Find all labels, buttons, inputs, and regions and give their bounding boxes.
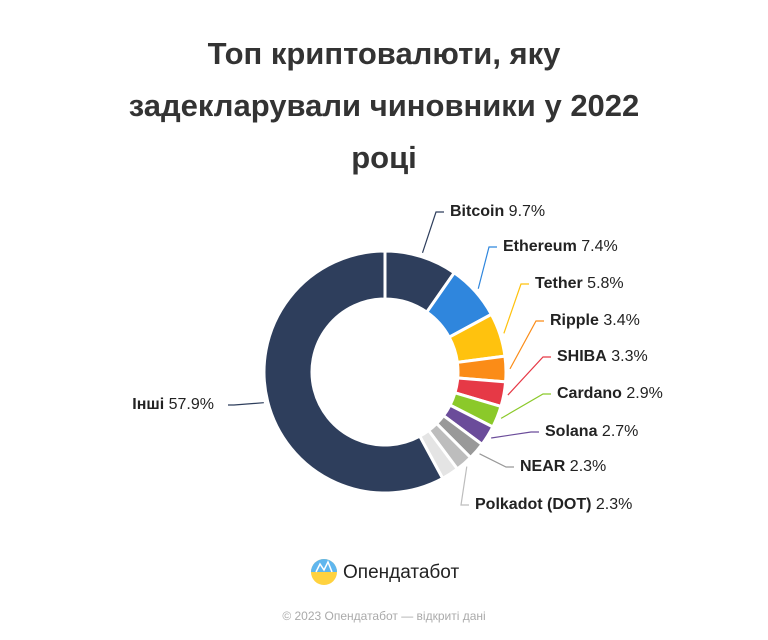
category-name: Solana <box>545 423 598 440</box>
slice-label: Polkadot (DOT) 2.3% <box>475 496 632 513</box>
slice-label: NEAR 2.3% <box>520 458 606 475</box>
leader-line <box>460 466 469 506</box>
category-name: Bitcoin <box>450 203 504 220</box>
value-label: 5.8% <box>587 275 623 292</box>
leader-line <box>491 431 539 439</box>
category-name: SHIBA <box>557 348 607 365</box>
slice-label: Solana 2.7% <box>545 423 638 440</box>
value-label: 57.9% <box>169 396 214 413</box>
slice-label: Tether 5.8% <box>535 275 624 292</box>
leader-line <box>509 320 544 370</box>
slice-label: Ripple 3.4% <box>550 312 640 329</box>
leader-line <box>421 211 444 253</box>
category-name: Cardano <box>557 385 622 402</box>
leader-line <box>500 393 551 419</box>
category-name: Tether <box>535 275 583 292</box>
leader-line <box>479 453 514 468</box>
brand-name: Опендатабот <box>343 562 459 583</box>
footer: © 2023 Опендатабот — відкриті дані <box>282 609 485 623</box>
chart-title: Топ криптовалюти, яку задекларували чино… <box>128 36 640 175</box>
leader-line <box>228 402 264 406</box>
value-label: 2.7% <box>602 423 638 440</box>
leader-line <box>477 246 497 289</box>
leader-line <box>507 356 551 396</box>
value-label: 3.4% <box>603 312 639 329</box>
brand-logo <box>311 559 337 585</box>
value-label: 3.3% <box>611 348 647 365</box>
slice-label: Ethereum 7.4% <box>503 238 618 255</box>
slice-label: SHIBA 3.3% <box>557 348 648 365</box>
slice-label: Інші 57.9% <box>132 396 214 413</box>
donut-slice <box>262 249 445 495</box>
slice-label: Bitcoin 9.7% <box>450 203 545 220</box>
leader-line <box>503 283 529 334</box>
value-label: 2.3% <box>596 496 632 513</box>
slice-label: Cardano 2.9% <box>557 385 663 402</box>
value-label: 9.7% <box>509 203 545 220</box>
category-name: Ripple <box>550 312 599 329</box>
category-name: Polkadot (DOT) <box>475 496 591 513</box>
category-name: Ethereum <box>503 238 577 255</box>
value-label: 7.4% <box>581 238 617 255</box>
category-name: Інші <box>132 396 164 413</box>
value-label: 2.3% <box>570 458 606 475</box>
value-label: 2.9% <box>626 385 662 402</box>
category-name: NEAR <box>520 458 566 475</box>
